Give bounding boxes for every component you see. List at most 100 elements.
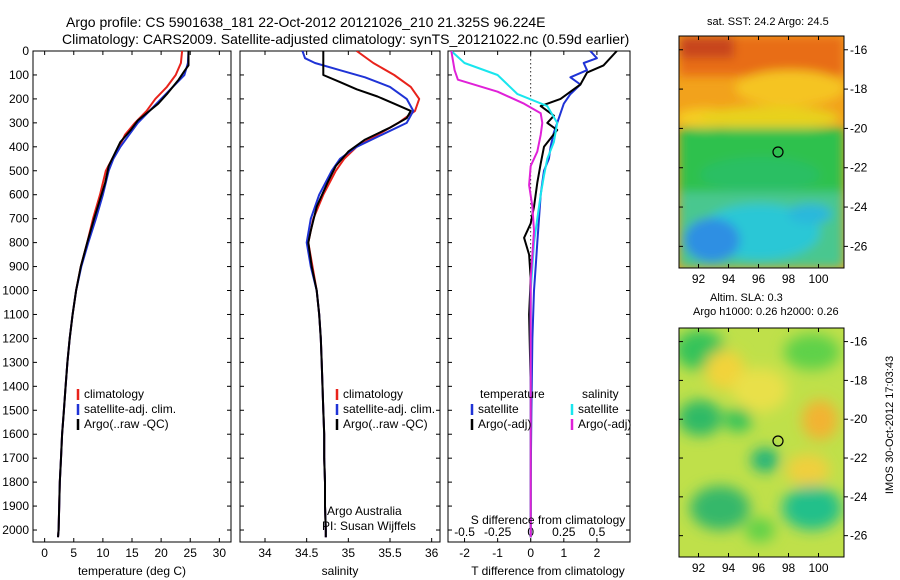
depth-tick-label: 2000: [2, 523, 29, 537]
depth-tick-label: 800: [9, 236, 29, 250]
sst-map-field: [679, 36, 844, 268]
difference-plot-frame: [447, 50, 631, 543]
difference-series-group: [450, 51, 618, 542]
t-x-tick-label: 0: [41, 546, 48, 560]
t-x-tick-label: 15: [125, 546, 139, 560]
map-x-tick-label: 94: [722, 561, 736, 575]
s-series-argo-raw-qc-: [307, 51, 412, 538]
depth-tick-label: 1200: [2, 331, 29, 345]
map-y-tick-label: -24: [850, 200, 868, 214]
map-x-tick-label: 94: [722, 272, 736, 286]
depth-tick-label: 1500: [2, 403, 29, 417]
depth-tick-label: 1700: [2, 451, 29, 465]
salinity-diff-tick-label: 0.25: [552, 525, 576, 539]
legend-label: climatology: [343, 387, 403, 401]
t-x-tick-label: 5: [70, 546, 77, 560]
difference-top-axis-label: S difference from climatology: [471, 513, 626, 527]
depth-tick-label: 1100: [3, 307, 29, 321]
map-x-tick-label: 92: [692, 561, 706, 575]
sla-map-argo-marker: [772, 435, 784, 447]
salinity-annotation-line-2: PI: Susan Wijffels: [322, 519, 416, 533]
salinity-diff-tick-label: 0.5: [589, 525, 606, 539]
map-y-tick-label: -22: [850, 451, 868, 465]
sla-map-ticks: 92 94 96 98 100 -16 -18 -20 -22 -24 -26: [679, 328, 868, 575]
map-x-tick-label: 100: [808, 272, 828, 286]
salinity-annotation-line-1: Argo Australia: [327, 504, 402, 518]
t-x-tick-label: 20: [154, 546, 168, 560]
header-line-2: Climatology: CARS2009. Satellite-adjuste…: [62, 31, 629, 47]
depth-tick-label: 1300: [2, 355, 29, 369]
temperature-tick-group: 0 5 10 15 20 25 300100200300400500600700800900…: [2, 44, 231, 560]
sst-map-argo-marker: [772, 146, 784, 158]
legend-label: satellite-adj. clim.: [84, 402, 176, 416]
legend-group-title: salinity: [582, 387, 619, 401]
map-y-tick-label: -22: [850, 161, 868, 175]
depth-tick-label: 1800: [2, 475, 29, 489]
salinity-diff-tick-label: -0.25: [484, 525, 512, 539]
map-y-tick-label: -16: [850, 43, 868, 57]
legend-label: climatology: [84, 387, 144, 401]
depth-tick-label: 500: [9, 164, 29, 178]
map-y-tick-label: -26: [850, 529, 868, 543]
map-x-tick-label: 96: [752, 272, 766, 286]
sst-map-frame: [678, 35, 845, 269]
t-x-tick-label: 30: [213, 546, 227, 560]
legend-label: Argo(..raw -QC): [343, 417, 428, 431]
t-x-tick-label: 25: [184, 546, 198, 560]
difference-panel: -2 -1 0 1 2-0.5 -0.25 0 0.25 0.5 temperaturesate…: [447, 50, 631, 578]
map-y-tick-label: -24: [850, 490, 868, 504]
depth-tick-label: 1900: [2, 499, 29, 513]
salinity-plot-frame: [239, 50, 441, 543]
sla-map-title-line-2: Argo h1000: 0.26 h2000: 0.26: [693, 306, 839, 318]
d-x-tick-label: -2: [459, 546, 470, 560]
map-x-tick-label: 96: [752, 561, 766, 575]
t-series-argo-raw-qc-: [57, 51, 190, 538]
salinity-tick-group: 34 34.5 35 35.5 36: [240, 50, 440, 560]
salinity-series-group: [301, 51, 421, 538]
sla-map-field: [679, 328, 844, 557]
depth-tick-label: 700: [9, 212, 29, 226]
map-x-tick-label: 98: [782, 561, 796, 575]
map-x-tick-label: 92: [692, 272, 706, 286]
s-x-tick-label: 34: [258, 546, 272, 560]
temperature-panel: 0 5 10 15 20 25 300100200300400500600700800900…: [2, 44, 232, 578]
depth-tick-label: 600: [9, 188, 29, 202]
temperature-x-axis-label: temperature (deg C): [78, 564, 186, 578]
legend-label: satellite-adj. clim.: [343, 402, 435, 416]
sst-map-panel: sat. SST: 24.2 Argo: 24.5 92 94 96 98 100 -16…: [678, 16, 868, 286]
map-y-tick-label: -26: [850, 239, 868, 253]
t-x-tick-label: 10: [96, 546, 110, 560]
difference-x-axis-label: T difference from climatology: [471, 564, 625, 578]
depth-tick-label: 300: [9, 116, 29, 130]
map-x-tick-label: 100: [808, 561, 828, 575]
salinity-x-axis-label: salinity: [322, 564, 359, 578]
temperature-plot-frame: [32, 50, 232, 543]
s-x-tick-label: 34.5: [295, 546, 319, 560]
map-y-tick-label: -18: [850, 373, 868, 387]
legend-label: Argo(-adj): [578, 417, 631, 431]
sst-map-ticks: 92 94 96 98 100 -16 -18 -20 -22 -24 -26: [679, 36, 868, 286]
legend-label: satellite: [478, 402, 519, 416]
sla-map-panel: Altim. SLA: 0.3 Argo h1000: 0.26 h2000: …: [678, 292, 868, 575]
d-x-tick-label: 2: [594, 546, 601, 560]
sst-map-title: sat. SST: 24.2 Argo: 24.5: [707, 16, 829, 28]
depth-tick-label: 900: [9, 260, 29, 274]
sla-map-title-line-1: Altim. SLA: 0.3: [710, 292, 783, 304]
s-x-tick-label: 35: [342, 546, 356, 560]
s-x-tick-label: 35.5: [378, 546, 402, 560]
difference-legend: temperaturesatelliteArgo(-adj)salinitysa…: [470, 387, 631, 431]
depth-tick-label: 100: [9, 68, 29, 82]
salinity-panel: 34 34.5 35 35.5 36 climatologysatellite-adj.…: [239, 50, 441, 578]
d-x-tick-label: 1: [560, 546, 567, 560]
legend-group-title: temperature: [480, 387, 545, 401]
d-x-tick-label: 0: [527, 546, 534, 560]
depth-tick-label: 1400: [2, 379, 29, 393]
d-series-salinity-argo-adj-: [450, 51, 544, 538]
depth-tick-label: 1600: [2, 427, 29, 441]
legend-label: Argo(..raw -QC): [84, 417, 169, 431]
map-y-tick-label: -16: [850, 335, 868, 349]
depth-tick-label: 200: [9, 92, 29, 106]
legend-label: satellite: [578, 402, 619, 416]
